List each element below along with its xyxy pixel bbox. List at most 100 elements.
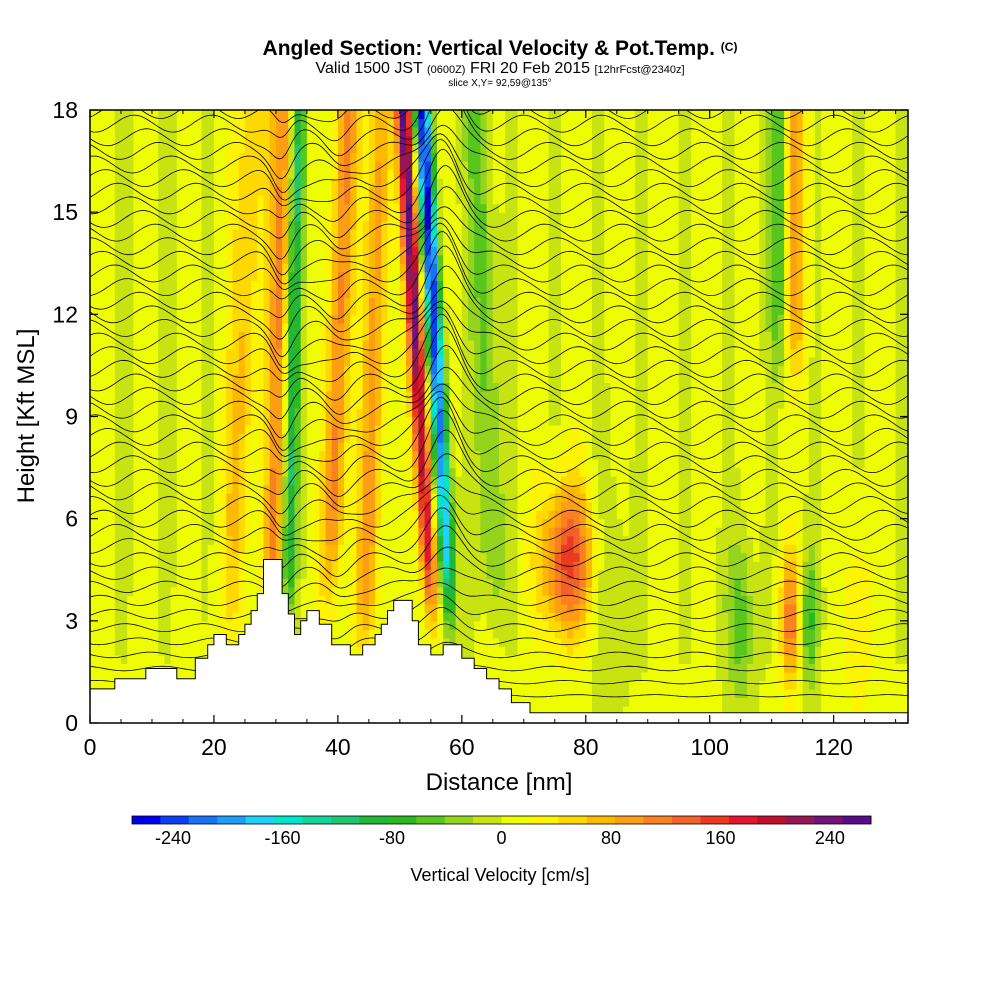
field-cell bbox=[430, 271, 438, 281]
field-cell bbox=[461, 144, 469, 154]
field-cell bbox=[505, 493, 512, 503]
field-cell bbox=[213, 629, 221, 639]
field-cell bbox=[288, 288, 296, 298]
field-cell bbox=[399, 535, 407, 545]
field-cell bbox=[114, 399, 122, 409]
field-cell bbox=[344, 442, 351, 452]
field-cell bbox=[170, 152, 178, 162]
field-cell bbox=[158, 408, 165, 418]
field-cell bbox=[375, 314, 382, 324]
field-cell bbox=[412, 305, 419, 315]
field-cell bbox=[319, 339, 327, 349]
field-cell bbox=[213, 586, 221, 596]
field-cell bbox=[226, 288, 234, 298]
field-cell bbox=[176, 203, 184, 213]
field-cell bbox=[226, 629, 234, 639]
field-cell bbox=[238, 254, 246, 264]
field-cell bbox=[412, 152, 419, 162]
field-cell bbox=[232, 527, 240, 537]
field-cell bbox=[424, 331, 432, 341]
field-cell bbox=[158, 527, 165, 537]
field-cell bbox=[189, 322, 196, 332]
field-cell bbox=[443, 518, 450, 528]
field-cell bbox=[294, 254, 302, 264]
field-cell bbox=[251, 186, 258, 196]
field-cell bbox=[152, 612, 159, 622]
field-cell bbox=[350, 212, 358, 222]
field-cell bbox=[275, 459, 283, 469]
field-cell bbox=[325, 186, 333, 196]
field-cell bbox=[381, 271, 389, 281]
field-cell bbox=[511, 433, 519, 443]
field-cell bbox=[121, 365, 128, 375]
field-cell bbox=[455, 510, 463, 520]
field-cell bbox=[399, 544, 407, 554]
field-cell bbox=[492, 254, 500, 264]
field-cell bbox=[511, 152, 519, 162]
field-cell bbox=[337, 459, 345, 469]
field-cell bbox=[455, 348, 463, 358]
field-cell bbox=[108, 654, 116, 664]
field-cell bbox=[96, 552, 103, 562]
field-cell bbox=[275, 425, 283, 435]
field-cell bbox=[139, 595, 147, 605]
field-cell bbox=[158, 186, 165, 196]
field-cell bbox=[337, 178, 345, 188]
field-cell bbox=[189, 552, 196, 562]
field-cell bbox=[368, 169, 376, 179]
field-cell bbox=[356, 288, 364, 298]
field-cell bbox=[164, 544, 172, 554]
field-cell bbox=[300, 450, 308, 460]
field-cell bbox=[480, 220, 488, 230]
field-cell bbox=[505, 527, 512, 537]
field-cell bbox=[121, 110, 128, 120]
field-cell bbox=[238, 561, 246, 571]
field-cell bbox=[406, 518, 413, 528]
field-cell bbox=[127, 339, 134, 349]
field-cell bbox=[461, 433, 469, 443]
field-cell bbox=[102, 654, 110, 664]
field-cell bbox=[108, 280, 116, 290]
field-cell bbox=[418, 356, 426, 366]
field-cell bbox=[201, 127, 209, 137]
field-cell bbox=[152, 484, 159, 494]
field-cell bbox=[486, 442, 494, 452]
field-cell bbox=[257, 484, 265, 494]
field-cell bbox=[288, 322, 296, 332]
field-cell bbox=[139, 118, 147, 128]
field-cell bbox=[282, 220, 289, 230]
field-cell bbox=[418, 637, 426, 647]
field-cell bbox=[170, 646, 178, 656]
field-cell bbox=[443, 365, 450, 375]
field-cell bbox=[412, 271, 419, 281]
field-cell bbox=[226, 518, 234, 528]
field-cell bbox=[300, 186, 308, 196]
field-cell bbox=[251, 399, 258, 409]
field-cell bbox=[133, 493, 141, 503]
field-cell bbox=[337, 595, 345, 605]
field-cell bbox=[375, 493, 382, 503]
field-cell bbox=[201, 356, 209, 366]
field-cell bbox=[102, 595, 110, 605]
field-cell bbox=[474, 373, 481, 383]
field-cell bbox=[108, 161, 116, 171]
field-cell bbox=[288, 552, 296, 562]
field-cell bbox=[517, 637, 525, 647]
field-cell bbox=[282, 425, 289, 435]
field-cell bbox=[337, 484, 345, 494]
field-cell bbox=[108, 322, 116, 332]
field-cell bbox=[480, 663, 488, 673]
field-cell bbox=[213, 280, 221, 290]
field-cell bbox=[90, 510, 97, 520]
field-cell bbox=[300, 433, 308, 443]
field-cell bbox=[195, 161, 203, 171]
field-cell bbox=[269, 459, 277, 469]
field-cell bbox=[96, 288, 103, 298]
field-cell bbox=[480, 271, 488, 281]
field-cell bbox=[337, 348, 345, 358]
field-cell bbox=[499, 595, 506, 605]
field-cell bbox=[499, 229, 506, 239]
field-cell bbox=[381, 501, 389, 511]
field-cell bbox=[505, 271, 512, 281]
field-cell bbox=[424, 135, 432, 145]
